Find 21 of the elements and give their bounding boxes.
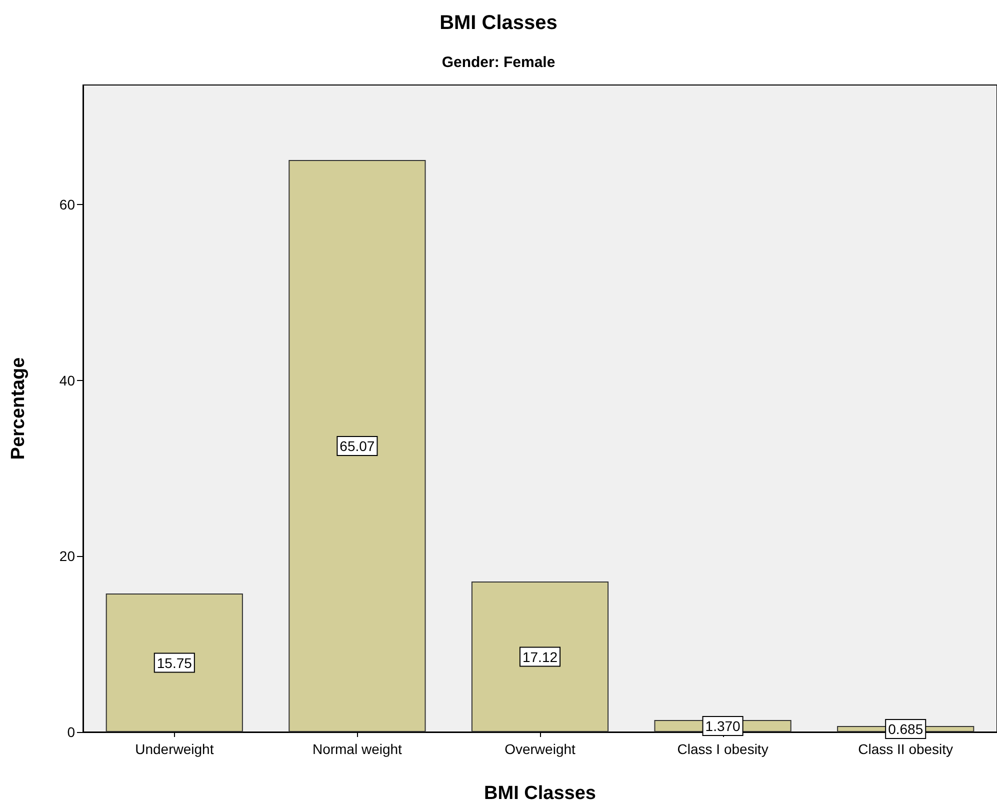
chart-subtitle: Gender: Female — [442, 54, 556, 71]
bar — [106, 594, 243, 732]
data-label: 0.685 — [888, 720, 924, 737]
data-label: 65.07 — [340, 438, 375, 454]
x-tick-label: Underweight — [135, 741, 214, 757]
y-tick-label: 40 — [59, 372, 76, 388]
data-label: 1.370 — [705, 718, 741, 734]
y-axis-title: Percentage — [8, 357, 29, 460]
x-tick-label: Normal weight — [312, 741, 402, 757]
x-tick-label: Overweight — [504, 741, 576, 757]
y-tick-label: 0 — [67, 724, 76, 740]
x-tick-label: Class I obesity — [677, 741, 768, 757]
x-tick-label: Class II obesity — [858, 741, 954, 757]
x-axis-title: BMI Classes — [484, 783, 596, 804]
y-tick-label: 60 — [59, 196, 76, 213]
y-tick-label: 20 — [59, 548, 76, 564]
chart-title: BMI Classes — [440, 12, 558, 34]
data-label: 17.12 — [522, 648, 558, 665]
bar — [471, 582, 609, 732]
data-label: 15.75 — [156, 654, 192, 671]
bar — [288, 160, 426, 732]
